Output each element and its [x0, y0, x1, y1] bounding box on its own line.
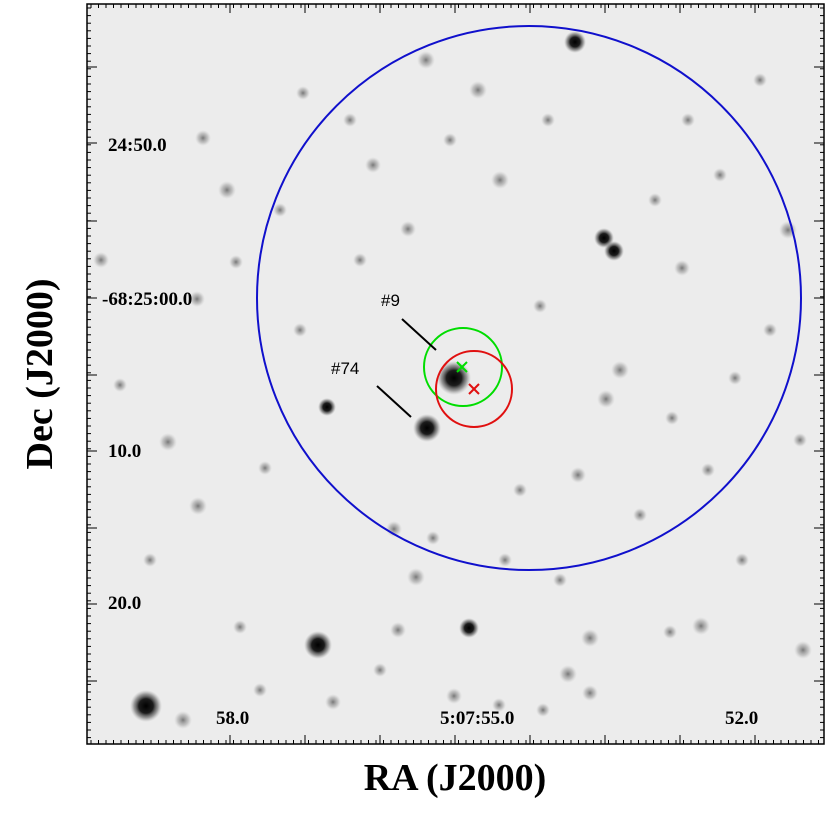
star: [553, 573, 567, 587]
star: [763, 323, 777, 337]
star: [304, 631, 332, 659]
star: [343, 113, 357, 127]
y-tick-label-2500: -68:25:00.0: [102, 289, 192, 310]
star: [229, 255, 243, 269]
star: [674, 260, 690, 276]
region-overlays: [256, 25, 802, 571]
star: [692, 617, 710, 635]
star: [426, 531, 440, 545]
star: [407, 568, 425, 586]
star: [373, 663, 387, 677]
star: [446, 688, 462, 704]
star-field: [93, 31, 812, 729]
x-tick-label-0755: 5:07:55.0: [440, 708, 514, 729]
star: [417, 51, 435, 69]
star: [233, 620, 247, 634]
source-9-pointer: [401, 318, 437, 351]
red-error-circle: [435, 350, 513, 428]
y-tick-label-2450: 24:50.0: [108, 135, 167, 156]
star: [681, 113, 695, 127]
star: [735, 553, 749, 567]
star: [390, 622, 406, 638]
star: [513, 483, 527, 497]
star: [443, 133, 457, 147]
star: [93, 252, 109, 268]
star: [437, 361, 471, 395]
star: [793, 433, 807, 447]
star: [273, 203, 287, 217]
star: [564, 31, 586, 53]
axis-ticks: [87, 4, 824, 744]
star: [559, 665, 577, 683]
star: [581, 629, 599, 647]
star: [318, 398, 336, 416]
x-axis-title: RA (J2000): [364, 757, 547, 799]
star: [189, 497, 207, 515]
large-search-circle: [256, 25, 802, 571]
source-label-74: #74: [331, 359, 359, 378]
star: [570, 467, 586, 483]
star: [498, 553, 512, 567]
star: [663, 625, 677, 639]
star: [413, 414, 441, 442]
star: [293, 323, 307, 337]
star: [365, 157, 381, 173]
star: [648, 193, 662, 207]
star: [195, 130, 211, 146]
star: [753, 73, 767, 87]
star: [728, 371, 742, 385]
star: [604, 241, 624, 261]
y-tick-label-10: 10.0: [108, 441, 141, 462]
star: [713, 168, 727, 182]
star: [143, 553, 157, 567]
star: [296, 86, 310, 100]
star: [400, 221, 416, 237]
star: [597, 390, 615, 408]
star: [253, 683, 267, 697]
star: [633, 508, 647, 522]
star: [541, 113, 555, 127]
star: [701, 463, 715, 477]
source-74-pointer: [376, 385, 412, 418]
star: [218, 181, 236, 199]
star: [159, 433, 177, 451]
star: [536, 703, 550, 717]
star: [794, 641, 812, 659]
source-label-9: #9: [381, 291, 400, 310]
star: [130, 690, 162, 722]
star: [113, 378, 127, 392]
star: [325, 694, 341, 710]
star: [386, 521, 402, 537]
star: [665, 411, 679, 425]
star: [459, 618, 479, 638]
star: [491, 171, 509, 189]
star: [469, 81, 487, 99]
star: [492, 698, 506, 712]
x-tick-label-52: 52.0: [725, 708, 758, 729]
x-tick-label-58: 58.0: [216, 708, 249, 729]
green-error-circle: [423, 327, 503, 407]
green-cross-marker: [456, 361, 468, 373]
y-axis-title: Dec (J2000): [19, 279, 61, 470]
star: [611, 361, 629, 379]
star: [533, 299, 547, 313]
star: [258, 461, 272, 475]
red-cross-marker: [468, 383, 480, 395]
y-tick-label-20: 20.0: [108, 593, 141, 614]
star: [189, 291, 205, 307]
star: [582, 685, 598, 701]
star: [353, 253, 367, 267]
star: [174, 711, 192, 729]
